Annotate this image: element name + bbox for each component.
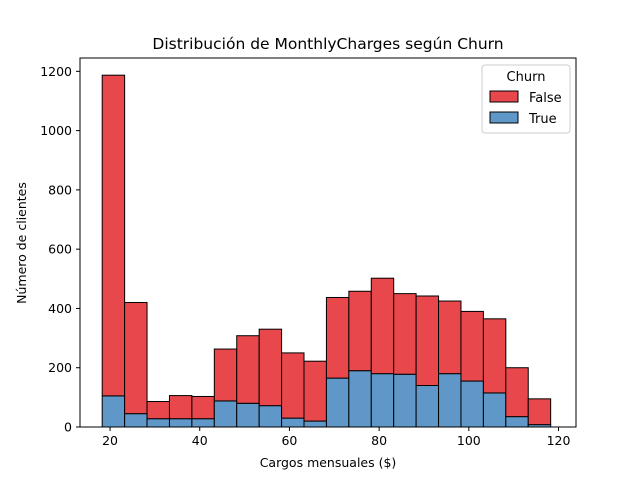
bar-false-1 — [124, 302, 148, 415]
bar-false-9 — [303, 360, 327, 422]
x-axis-label: Cargos mensuales ($) — [260, 455, 397, 470]
bar-true-4 — [191, 418, 215, 428]
y-tick-label: 600 — [48, 242, 72, 257]
x-tick-label: 120 — [547, 433, 571, 448]
y-tick-label: 1200 — [40, 64, 72, 79]
bar-false-19 — [527, 398, 552, 426]
bar-true-11 — [348, 370, 372, 428]
legend-swatch-false — [489, 90, 519, 103]
chart-title: Distribución de MonthlyCharges según Chu… — [152, 35, 503, 53]
bar-true-18 — [505, 416, 529, 428]
bar-true-10 — [325, 377, 350, 428]
bar-false-17 — [482, 318, 507, 394]
bar-false-11 — [348, 290, 372, 372]
bar-true-16 — [460, 380, 484, 428]
y-tick-label: 400 — [48, 301, 72, 316]
legend-label-true: True — [528, 112, 557, 127]
bar-false-12 — [370, 277, 395, 375]
x-tick-label: 20 — [102, 433, 118, 448]
bar-true-12 — [370, 373, 395, 428]
bar-true-5 — [213, 400, 238, 428]
bars-group — [101, 74, 552, 428]
bar-false-10 — [325, 296, 350, 379]
bar-true-14 — [415, 385, 440, 428]
legend-title: Churn — [507, 70, 546, 85]
bar-false-18 — [505, 367, 529, 418]
x-tick-label: 100 — [457, 433, 481, 448]
bar-true-7 — [258, 405, 283, 428]
bar-true-6 — [236, 402, 260, 428]
bar-false-8 — [281, 352, 305, 419]
x-tick-label: 60 — [281, 433, 297, 448]
bar-true-8 — [281, 417, 305, 428]
bar-true-9 — [303, 420, 327, 428]
bar-false-5 — [213, 348, 238, 402]
y-axis-label: Número de clientes — [14, 182, 29, 304]
bar-false-2 — [146, 401, 170, 420]
legend-label-false: False — [529, 91, 562, 106]
bar-false-13 — [393, 293, 417, 375]
bar-true-0 — [101, 395, 126, 428]
y-tick-label: 1000 — [40, 123, 72, 138]
bar-true-13 — [393, 373, 417, 428]
x-tick-label: 80 — [371, 433, 387, 448]
bar-false-15 — [438, 300, 462, 375]
x-tick-label: 40 — [192, 433, 208, 448]
bar-true-15 — [438, 373, 462, 428]
bar-false-3 — [168, 395, 193, 420]
bar-true-1 — [124, 413, 148, 428]
legend: Churn False True — [481, 64, 571, 134]
bar-false-14 — [415, 295, 440, 387]
bar-true-2 — [146, 418, 170, 428]
bar-false-7 — [258, 328, 283, 407]
bar-false-6 — [236, 335, 260, 404]
y-tick-label: 200 — [48, 360, 72, 375]
axes-frame — [79, 57, 577, 428]
y-tick-label: 0 — [64, 420, 72, 435]
bar-false-16 — [460, 310, 484, 382]
legend-swatch-true — [489, 111, 519, 124]
y-tick-label: 800 — [48, 182, 72, 197]
bar-false-4 — [191, 395, 215, 420]
bar-true-3 — [168, 418, 193, 428]
bar-false-0 — [101, 74, 126, 397]
bar-true-17 — [482, 392, 507, 428]
